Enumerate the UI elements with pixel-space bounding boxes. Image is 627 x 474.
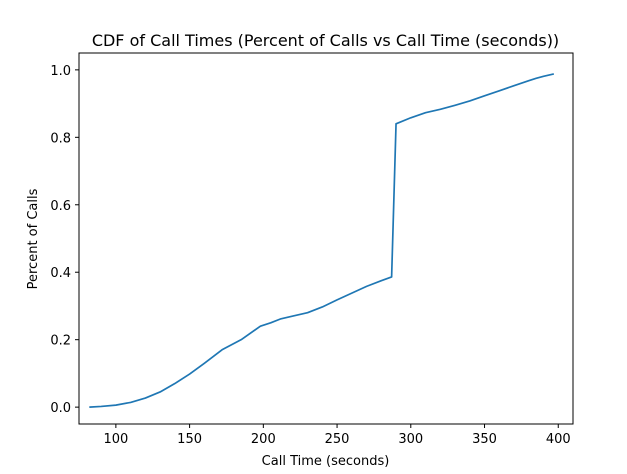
y-axis-label: Percent of Calls xyxy=(26,188,41,289)
x-tick-label: 250 xyxy=(325,432,350,447)
x-tick-label: 400 xyxy=(546,432,571,447)
x-tick-label: 350 xyxy=(472,432,497,447)
y-tick-label: 0.2 xyxy=(50,334,71,349)
cdf-line xyxy=(89,73,555,408)
y-tick-label: 1.0 xyxy=(50,64,71,79)
x-tick-label: 150 xyxy=(177,432,202,447)
plot-area: 100 150 200 250 300 350 400 0.0 0.2 0.4 0.6 0.8 1.0 xyxy=(50,52,574,447)
y-tick-label: 0.8 xyxy=(50,131,71,146)
x-tick-label: 100 xyxy=(103,432,128,447)
x-axis-label: Call Time (seconds) xyxy=(262,454,390,469)
y-tick-label: 0.0 xyxy=(50,401,71,416)
x-tick-label: 300 xyxy=(398,432,423,447)
x-tick-label: 200 xyxy=(251,432,276,447)
y-tick-label: 0.6 xyxy=(50,199,71,214)
axes-frame xyxy=(78,52,574,425)
y-tick-label: 0.4 xyxy=(50,266,71,281)
chart-title: CDF of Call Times (Percent of Calls vs C… xyxy=(92,31,559,50)
